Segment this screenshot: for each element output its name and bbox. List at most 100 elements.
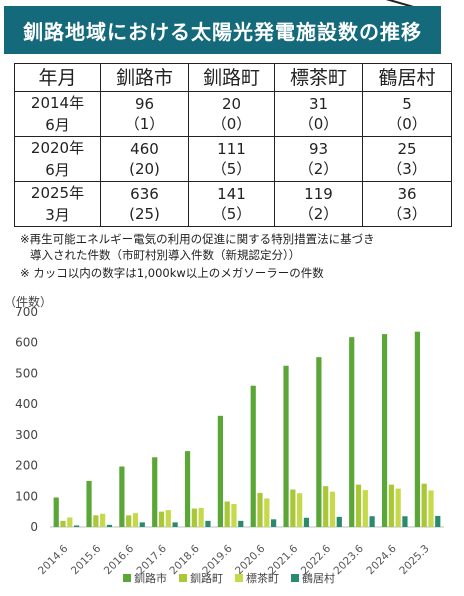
- x-tick-label: 2024.6: [364, 542, 399, 577]
- bar-標茶町: [198, 507, 204, 527]
- bar-釧路町: [224, 501, 230, 527]
- cell-mega-count: （1）: [124, 115, 165, 133]
- bar-釧路町: [191, 508, 197, 527]
- cell-mega-count: （2）: [298, 160, 339, 178]
- bar-標茶町: [67, 517, 73, 527]
- cell-count: 20: [221, 95, 242, 113]
- table-row: 2025年 3月 636 (25) 141 （5） 119 （2） 36 （3）: [14, 181, 452, 227]
- bar-釧路町: [290, 489, 296, 527]
- page-title-text: 釧路地域における太陽光発電施設数の推移: [23, 19, 422, 44]
- table-cell-period: 2025年 3月: [14, 181, 101, 227]
- bar-釧路市: [316, 357, 322, 527]
- y-tick-label: 200: [15, 459, 38, 473]
- table-cell-period: 2014年 6月: [14, 91, 101, 137]
- table-row: 2014年 6月 96 （1） 20 （0） 31 （0） 5 （0）: [14, 91, 452, 137]
- bar-釧路町: [355, 484, 362, 527]
- table-header: 標茶町: [274, 63, 363, 92]
- legend-swatch: [123, 574, 131, 582]
- cell-mega-count: (25): [129, 205, 160, 223]
- bar-釧路町: [388, 484, 394, 527]
- footnotes: ※再生可能エネルギー電気の利用の促進に関する特別措置法に基づき 導入された件数（…: [20, 231, 460, 281]
- cell-count: 636: [130, 185, 159, 203]
- cell-mega-count: （3）: [387, 205, 427, 223]
- y-tick-label: 300: [15, 428, 38, 442]
- cell-count: 141: [217, 185, 246, 203]
- bar-標茶町: [297, 493, 303, 527]
- cell-count: 31: [308, 95, 329, 113]
- bar-標茶町: [329, 491, 336, 527]
- cell-count: 111: [217, 140, 246, 158]
- cell-mega-count: （0）: [211, 115, 252, 133]
- bar-標茶町: [231, 503, 237, 527]
- bar-鶴居村: [205, 520, 211, 527]
- table-cell: 111 （5）: [188, 136, 275, 182]
- cell-mega-count: （5）: [211, 205, 252, 223]
- bar-釧路市: [119, 466, 125, 527]
- period-year: 2014年: [30, 94, 85, 112]
- cell-mega-count: （0）: [298, 115, 339, 133]
- cell-count: 119: [304, 185, 333, 203]
- legend-swatch: [235, 574, 243, 582]
- bar-釧路町: [60, 520, 66, 527]
- bar-釧路市: [283, 365, 289, 527]
- table-cell: 36 （3）: [362, 181, 452, 227]
- cell-count: 460: [130, 140, 159, 158]
- page-title: 釧路地域における太陽光発電施設数の推移: [4, 6, 441, 54]
- bar-釧路町: [93, 515, 99, 527]
- cell-mega-count: （3）: [387, 160, 427, 178]
- table-header-row: 年月 釧路市 釧路町 標茶町 鶴居村: [14, 63, 452, 92]
- table-cell: 25 （3）: [362, 136, 452, 182]
- bar-chart: （件数）01002003004005006007002014.62015.620…: [4, 294, 444, 585]
- bar-釧路市: [86, 480, 92, 527]
- bar-鶴居村: [435, 515, 441, 527]
- bar-釧路町: [323, 486, 329, 527]
- table-cell: 460 (20): [100, 136, 189, 182]
- table-header: 釧路市: [100, 63, 189, 92]
- table-cell: 5 （0）: [362, 91, 452, 137]
- y-tick-label: 600: [15, 336, 38, 350]
- table-cell: 93 （2）: [274, 136, 363, 182]
- bar-標茶町: [165, 510, 171, 527]
- legend-swatch: [179, 574, 187, 582]
- x-tick-label: 2025.3: [397, 543, 431, 577]
- cell-mega-count: (20): [129, 160, 160, 178]
- cell-mega-count: （2）: [298, 205, 339, 223]
- period-year: 2020年: [30, 139, 85, 157]
- cell-count: 93: [308, 140, 329, 158]
- table-cell: 141 （5）: [188, 181, 275, 227]
- y-tick-label: 700: [15, 305, 38, 319]
- bar-釧路市: [184, 451, 191, 527]
- bar-釧路市: [217, 415, 223, 527]
- x-tick-label: 2015.6: [69, 542, 104, 577]
- table-header: 釧路町: [188, 63, 275, 92]
- x-tick-label: 2014.6: [36, 542, 71, 577]
- bar-鶴居村: [238, 520, 244, 527]
- table-cell-period: 2020年 6月: [14, 136, 101, 182]
- bar-釧路町: [257, 492, 263, 527]
- bar-標茶町: [428, 490, 434, 527]
- table-cell: 31 （0）: [274, 91, 363, 137]
- y-tick-label: 0: [30, 520, 38, 534]
- stats-table: 年月 釧路市 釧路町 標茶町 鶴居村 2014年 6月 96 （1） 20 （0） …: [14, 63, 452, 227]
- bar-釧路町: [158, 511, 165, 527]
- y-axis-label: （件数）: [4, 294, 52, 309]
- period-month: 6月: [45, 116, 70, 134]
- period-year: 2025年: [30, 184, 85, 202]
- footnote-1-line-2: 導入された件数（市町村別導入件数（新規認定分））: [30, 248, 301, 262]
- legend-label: 釧路町: [190, 571, 223, 585]
- bar-鶴居村: [271, 519, 277, 527]
- bar-釧路市: [53, 497, 59, 527]
- legend-label: 鶴居村: [302, 571, 335, 585]
- legend-swatch: [291, 574, 299, 582]
- bar-釧路市: [414, 331, 420, 527]
- bar-鶴居村: [336, 516, 342, 527]
- cell-mega-count: （0）: [387, 115, 427, 133]
- table-cell: 96 （1）: [100, 91, 189, 137]
- bar-釧路市: [349, 337, 355, 527]
- table-header: 年月: [14, 63, 101, 92]
- y-tick-label: 400: [15, 397, 38, 411]
- cell-count: 36: [397, 185, 417, 203]
- bar-鶴居村: [303, 517, 310, 527]
- bar-標茶町: [395, 488, 401, 527]
- bar-鶴居村: [139, 522, 145, 527]
